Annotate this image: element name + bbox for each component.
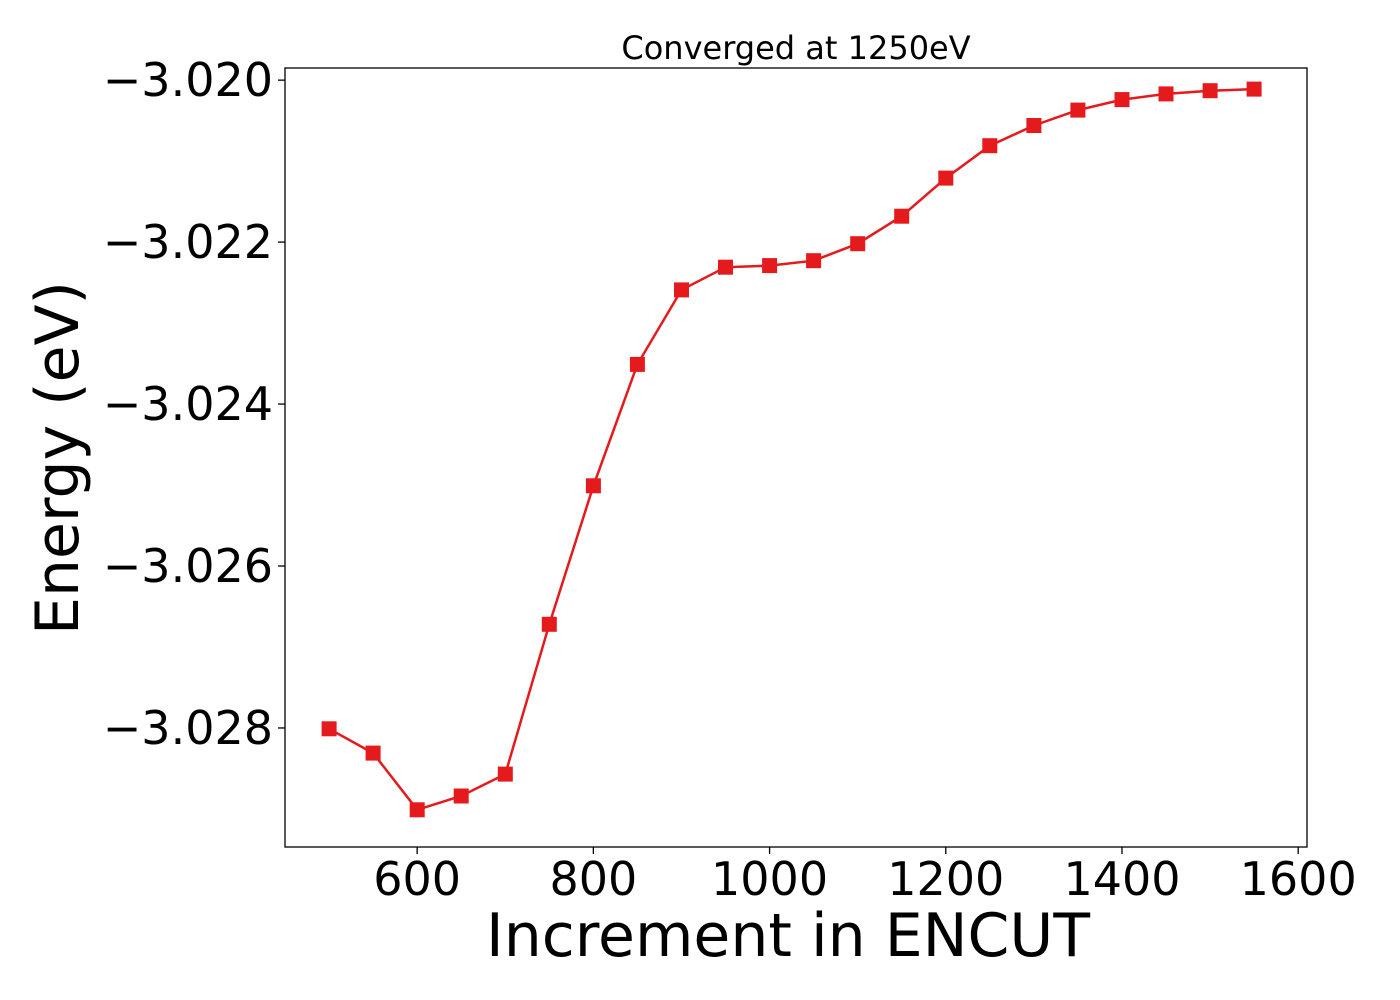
plot-area bbox=[321, 81, 1262, 818]
data-point bbox=[453, 788, 469, 804]
y-tick-label: −3.022 bbox=[103, 215, 273, 269]
y-tick-label: −3.028 bbox=[103, 701, 273, 755]
x-tick-label: 1000 bbox=[711, 852, 828, 906]
data-point bbox=[409, 802, 425, 818]
data-point bbox=[1202, 83, 1218, 99]
chart-title: Converged at 1250eV bbox=[621, 29, 970, 67]
data-point bbox=[585, 478, 601, 494]
x-axis-title: Increment in ENCUT bbox=[486, 901, 1090, 971]
data-point bbox=[1070, 102, 1086, 118]
y-tick-label: −3.026 bbox=[103, 539, 273, 593]
data-point bbox=[497, 766, 513, 782]
data-point bbox=[321, 721, 337, 737]
data-point bbox=[1114, 92, 1130, 108]
data-point bbox=[806, 253, 822, 269]
x-tick-label: 800 bbox=[549, 852, 637, 906]
data-point bbox=[1158, 86, 1174, 102]
data-point bbox=[850, 236, 866, 252]
data-point bbox=[894, 208, 910, 224]
data-point bbox=[938, 170, 954, 186]
y-axis: −3.020 −3.022 −3.024 −3.026 −3.028 bbox=[103, 53, 285, 755]
y-tick-label: −3.020 bbox=[103, 53, 273, 107]
data-point bbox=[1026, 118, 1042, 133]
x-tick-label: 1200 bbox=[887, 852, 1004, 906]
series-line bbox=[328, 87, 1255, 812]
data-point bbox=[541, 616, 557, 632]
x-tick-label: 1400 bbox=[1063, 852, 1180, 906]
data-point bbox=[1246, 81, 1262, 97]
y-axis-title: Energy (eV) bbox=[23, 281, 93, 635]
data-point bbox=[762, 258, 778, 274]
x-axis: 600 800 1000 1200 1400 1600 bbox=[373, 847, 1357, 906]
data-point bbox=[674, 282, 689, 298]
data-point bbox=[718, 259, 733, 275]
data-point bbox=[629, 356, 645, 372]
x-tick-label: 600 bbox=[373, 852, 461, 906]
y-tick-label: −3.024 bbox=[103, 377, 273, 431]
plot-frame bbox=[284, 67, 1308, 848]
data-point bbox=[982, 138, 998, 154]
x-tick-label: 1600 bbox=[1240, 852, 1357, 906]
data-point bbox=[365, 745, 381, 761]
